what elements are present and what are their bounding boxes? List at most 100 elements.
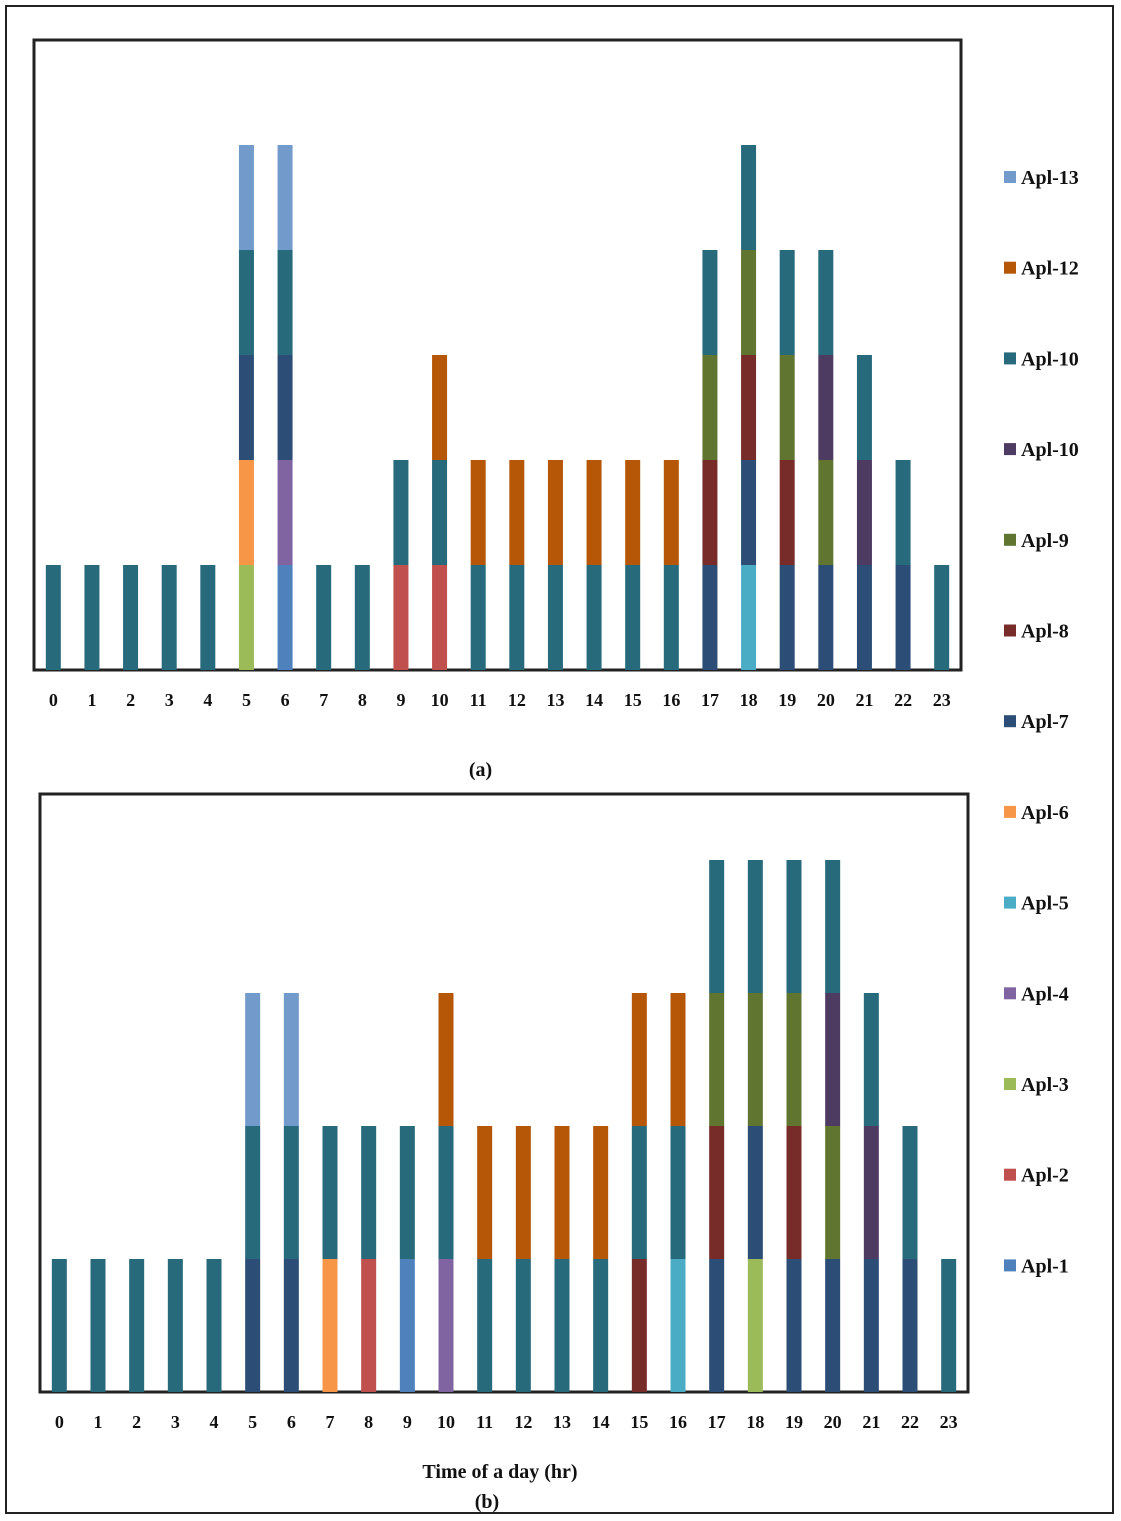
bar-segment-a-21-apl-7 <box>856 565 872 670</box>
x-tick-label-b-7: 7 <box>326 1412 335 1432</box>
x-tick-label-a-20: 20 <box>817 690 835 710</box>
legend-label-2: Apl-12 <box>1021 258 1079 280</box>
bar-segment-a-16-apl-11 <box>663 565 679 670</box>
bar-segment-a-5-apl-6 <box>238 460 254 565</box>
x-tick-label-b-20: 20 <box>824 1412 842 1432</box>
bar-segment-b-16-apl-5 <box>670 1259 686 1392</box>
bar-segment-a-19-apl-11 <box>779 250 795 355</box>
bar-segment-a-18-apl-8 <box>741 355 757 460</box>
bar-segment-b-5-apl-11 <box>245 1126 261 1259</box>
bar-segment-a-3-apl-11 <box>161 565 177 670</box>
x-tick-label-a-2: 2 <box>126 690 135 710</box>
bar-segment-b-18-apl-9 <box>747 993 763 1126</box>
bar-segment-a-7-apl-11 <box>316 565 332 670</box>
x-tick-label-b-5: 5 <box>248 1412 257 1432</box>
legend-label-11: Apl-3 <box>1021 1074 1069 1096</box>
bar-segment-b-15-apl-12 <box>631 993 647 1126</box>
bar-segment-b-11-apl-12 <box>477 1126 493 1259</box>
bar-segment-a-12-apl-12 <box>509 460 525 565</box>
bar-segment-a-20-apl-11 <box>818 250 834 355</box>
bar-segment-a-13-apl-11 <box>547 565 563 670</box>
bar-segment-b-22-apl-7 <box>902 1259 918 1392</box>
x-tick-label-a-12: 12 <box>508 690 526 710</box>
bar-segment-a-11-apl-11 <box>470 565 486 670</box>
bar-segment-a-5-apl-13 <box>238 145 254 250</box>
bar-segment-a-20-apl-9 <box>818 460 834 565</box>
bar-segment-a-10-apl-12 <box>432 355 448 460</box>
x-tick-label-a-15: 15 <box>624 690 642 710</box>
bar-segment-a-4-apl-11 <box>200 565 216 670</box>
bar-segment-b-10-apl-11 <box>438 1126 454 1259</box>
bar-segment-b-8-apl-11 <box>361 1126 377 1259</box>
bar-segment-b-21-apl-11 <box>863 993 879 1126</box>
bar-segment-a-11-apl-12 <box>470 460 486 565</box>
bar-segment-a-23-apl-11 <box>934 565 950 670</box>
x-tick-label-a-22: 22 <box>894 690 912 710</box>
legend-swatch-11 <box>1004 1078 1016 1090</box>
x-tick-label-b-18: 18 <box>746 1412 764 1432</box>
bar-segment-a-21-apl-10 <box>856 460 872 565</box>
bar-segment-a-0-apl-11 <box>45 565 61 670</box>
bar-segment-a-18-apl-9 <box>741 250 757 355</box>
bar-segment-a-17-apl-9 <box>702 355 718 460</box>
bar-segment-a-18-apl-5 <box>741 565 757 670</box>
x-tick-label-a-3: 3 <box>165 690 174 710</box>
bar-segment-a-19-apl-7 <box>779 565 795 670</box>
bar-segment-a-19-apl-8 <box>779 460 795 565</box>
legend-swatch-8 <box>1004 805 1016 818</box>
bar-segment-b-9-apl-11 <box>399 1126 415 1259</box>
x-tick-label-b-1: 1 <box>94 1412 103 1432</box>
bar-segment-b-18-apl-3 <box>747 1259 763 1392</box>
x-tick-label-a-14: 14 <box>585 690 603 710</box>
bar-segment-a-18-apl-11 <box>741 145 757 250</box>
x-tick-label-b-4: 4 <box>210 1412 219 1432</box>
legend-swatch-12 <box>1004 1168 1016 1181</box>
bar-segment-b-9-apl-1 <box>399 1259 415 1392</box>
bar-segment-a-17-apl-11 <box>702 250 718 355</box>
x-tick-label-a-9: 9 <box>396 690 405 710</box>
bar-segment-a-6-apl-11 <box>277 250 293 355</box>
x-tick-label-b-6: 6 <box>287 1412 296 1432</box>
x-tick-label-b-22: 22 <box>901 1412 919 1432</box>
x-tick-label-b-13: 13 <box>553 1412 571 1432</box>
bar-segment-b-20-apl-9 <box>825 1126 841 1259</box>
x-tick-label-a-10: 10 <box>431 690 449 710</box>
bar-segment-b-20-apl-7 <box>825 1259 841 1392</box>
bar-segment-b-8-apl-2 <box>361 1259 377 1392</box>
bar-segment-b-19-apl-8 <box>786 1126 802 1259</box>
bar-segment-b-19-apl-7 <box>786 1259 802 1392</box>
bar-segment-a-8-apl-11 <box>354 565 370 670</box>
legend-swatch-3 <box>1004 352 1016 365</box>
bar-segment-a-1-apl-11 <box>84 565 100 670</box>
caption-a: (a) <box>469 759 492 781</box>
bar-segment-b-5-apl-7 <box>245 1259 261 1392</box>
bar-segment-a-21-apl-11 <box>856 355 872 460</box>
x-tick-label-b-14: 14 <box>592 1412 610 1432</box>
bar-segment-a-2-apl-11 <box>123 565 139 670</box>
bar-segment-b-6-apl-11 <box>283 1126 299 1259</box>
bar-segment-a-6-apl-1 <box>277 565 293 670</box>
bar-segment-b-10-apl-4 <box>438 1259 454 1392</box>
bar-segment-a-6-apl-13 <box>277 145 293 250</box>
x-tick-label-b-9: 9 <box>403 1412 412 1432</box>
bar-segment-b-0-apl-11 <box>51 1259 67 1392</box>
x-tick-label-a-7: 7 <box>319 690 328 710</box>
bar-segment-a-6-apl-7 <box>277 355 293 460</box>
bar-segment-b-21-apl-7 <box>863 1259 879 1392</box>
bar-segment-b-10-apl-12 <box>438 993 454 1126</box>
bar-segment-b-1-apl-11 <box>90 1259 106 1392</box>
x-tick-label-a-16: 16 <box>662 690 680 710</box>
bar-segment-a-20-apl-7 <box>818 565 834 670</box>
bar-segment-a-15-apl-11 <box>625 565 641 670</box>
x-tick-label-b-0: 0 <box>55 1412 64 1432</box>
legend-swatch-10 <box>1004 987 1016 1000</box>
plot-frame-b <box>38 792 970 1394</box>
x-tick-label-b-8: 8 <box>364 1412 373 1432</box>
figure-frame <box>5 5 1114 1514</box>
bar-segment-b-3-apl-11 <box>167 1259 183 1392</box>
legend-swatch-9 <box>1004 896 1016 909</box>
x-tick-label-b-16: 16 <box>669 1412 687 1432</box>
bar-segment-b-21-apl-10 <box>863 1126 879 1259</box>
legend-label-12: Apl-2 <box>1021 1165 1069 1187</box>
bar-segment-b-12-apl-11 <box>515 1259 531 1392</box>
